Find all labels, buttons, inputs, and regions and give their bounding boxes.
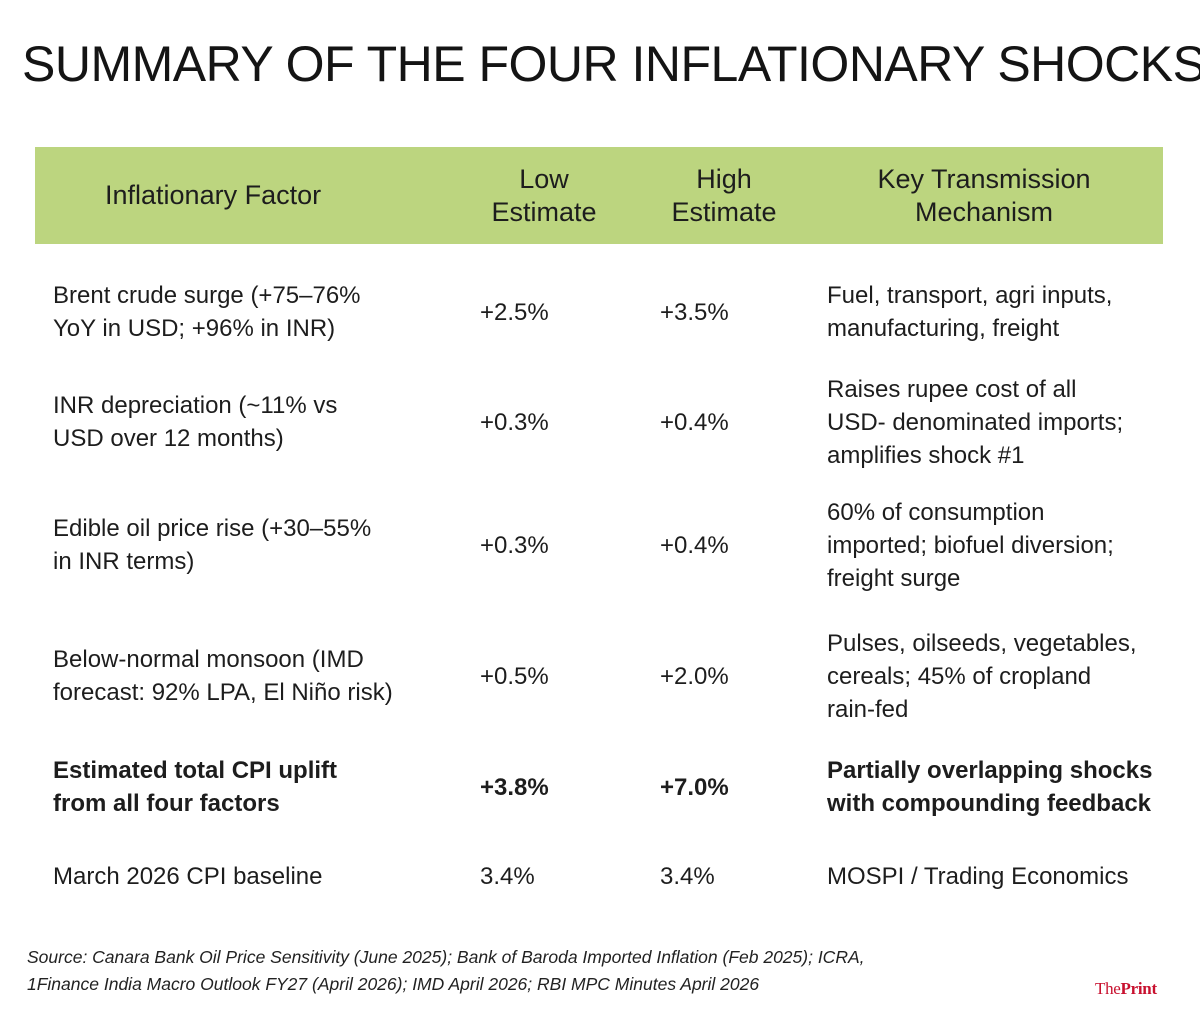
source-note: Source: Canara Bank Oil Price Sensitivit… [27,944,1027,998]
mechanism-cell: Fuel, transport, agri inputs, manufacturi… [805,279,1163,345]
mechanism-cell-line: freight surge [827,564,961,592]
mechanism-cell-line: with compounding feedback [827,790,1152,817]
mechanism-cell-line: imported; biofuel diversion; [827,531,1114,559]
factor-cell-line: Brent crude surge (+75–76% [53,282,361,309]
header-factor: Inflationary Factor [105,180,322,210]
factor-cell: INR depreciation (~11% vs USD over 12 mon… [35,389,445,455]
factor-cell-line: Below-normal monsoon (IMD [53,646,364,673]
table-row: INR depreciation (~11% vs USD over 12 mon… [35,373,1163,472]
factor-cell-line: in INR terms) [53,548,195,575]
factor-cell: Below-normal monsoon (IMD forecast: 92% L… [35,643,445,709]
low-estimate-cell: +0.3% [480,408,549,436]
header-low-line1: Low [519,163,569,194]
header-low-line2: Estimate [491,196,597,227]
mechanism-cell: Raises rupee cost of all USD- denominated… [805,373,1163,472]
summary-table: Inflationary Factor Low Estimate High Es… [35,147,1163,890]
mechanism-cell: MOSPI / Trading Economics [805,860,1163,893]
factor-cell-line: INR depreciation (~11% vs [53,392,338,419]
high-estimate-cell: +2.0% [660,662,729,690]
mechanism-cell: Pulses, oilseeds, vegetables, cereals; 45… [805,627,1163,726]
mechanism-cell-line: MOSPI / Trading Economics [827,862,1129,890]
table-row: Brent crude surge (+75–76% YoY in USD; +9… [35,279,1163,345]
factor-cell: Edible oil price rise (+30–55% in INR ter… [35,512,445,578]
high-estimate-cell: +7.0% [660,773,729,801]
mechanism-cell: 60% of consumption imported; biofuel dive… [805,496,1163,595]
factor-cell-line: USD over 12 months) [53,425,284,452]
header-high: High Estimate [625,163,805,229]
mechanism-cell-line: manufacturing, freight [827,315,1060,342]
mechanism-cell-line: amplifies shock #1 [827,441,1025,469]
high-estimate-cell: +0.4% [660,531,729,559]
low-estimate-cell: 3.4% [480,862,535,890]
mechanism-cell: Partially overlapping shocks with compoun… [805,754,1163,820]
table-row: March 2026 CPI baseline 3.4% 3.4% MOSPI / T… [35,860,1163,893]
factor-cell-line: forecast: 92% LPA, El Niño risk) [53,679,393,706]
header-mechanism-line2: Mechanism [914,196,1054,227]
header-mechanism-line1: Key Transmission [877,163,1091,194]
source-line-1: Source: Canara Bank Oil Price Sensitivit… [27,947,865,967]
factor-cell: March 2026 CPI baseline [35,860,445,893]
high-estimate-cell: 3.4% [660,862,715,890]
source-line-2: 1Finance India Macro Outlook FY27 (April… [27,974,760,994]
factor-cell-line: Edible oil price rise (+30–55% [53,515,372,542]
mechanism-cell-line: rain-fed [827,695,909,723]
low-estimate-cell: +2.5% [480,298,549,326]
factor-cell-line: YoY in USD; +96% in INR) [53,315,336,342]
low-estimate-cell: +3.8% [480,773,549,801]
theprint-logo: ThePrint [1095,979,1157,999]
mechanism-cell-line: cereals; 45% of cropland [827,662,1092,690]
page-title: SUMMARY OF THE FOUR INFLATIONARY SHOCKS [22,36,1200,92]
header-low: Low Estimate [445,163,625,229]
mechanism-cell-line: 60% of consumption [827,498,1045,526]
high-estimate-cell: +0.4% [660,408,729,436]
logo-main: Print [1120,979,1158,998]
mechanism-cell-line: Pulses, oilseeds, vegetables, [827,629,1137,657]
factor-cell: Brent crude surge (+75–76% YoY in USD; +9… [35,279,445,345]
logo-prefix: The [1095,979,1121,998]
mechanism-cell-line: Raises rupee cost of all [827,375,1077,403]
header-high-line1: High [696,163,752,194]
factor-cell-line: March 2026 CPI baseline [53,862,323,890]
factor-cell: Estimated total CPI uplift from all four … [35,754,445,820]
factor-cell-line: Estimated total CPI uplift [53,757,338,784]
factor-cell-line: from all four factors [53,790,280,817]
header-high-line2: Estimate [671,196,777,227]
low-estimate-cell: +0.3% [480,531,549,559]
table-row: Estimated total CPI uplift from all four … [35,754,1163,820]
low-estimate-cell: +0.5% [480,662,549,690]
header-mechanism: Key Transmission Mechanism [805,163,1163,229]
table-header: Inflationary Factor Low Estimate High Es… [35,147,1163,244]
mechanism-cell-line: Fuel, transport, agri inputs, [827,282,1113,309]
mechanism-cell-line: USD- denominated imports; [827,408,1124,436]
table-row: Edible oil price rise (+30–55% in INR ter… [35,496,1163,595]
mechanism-cell-line: Partially overlapping shocks [827,757,1153,784]
table-row: Below-normal monsoon (IMD forecast: 92% L… [35,627,1163,726]
high-estimate-cell: +3.5% [660,298,729,326]
